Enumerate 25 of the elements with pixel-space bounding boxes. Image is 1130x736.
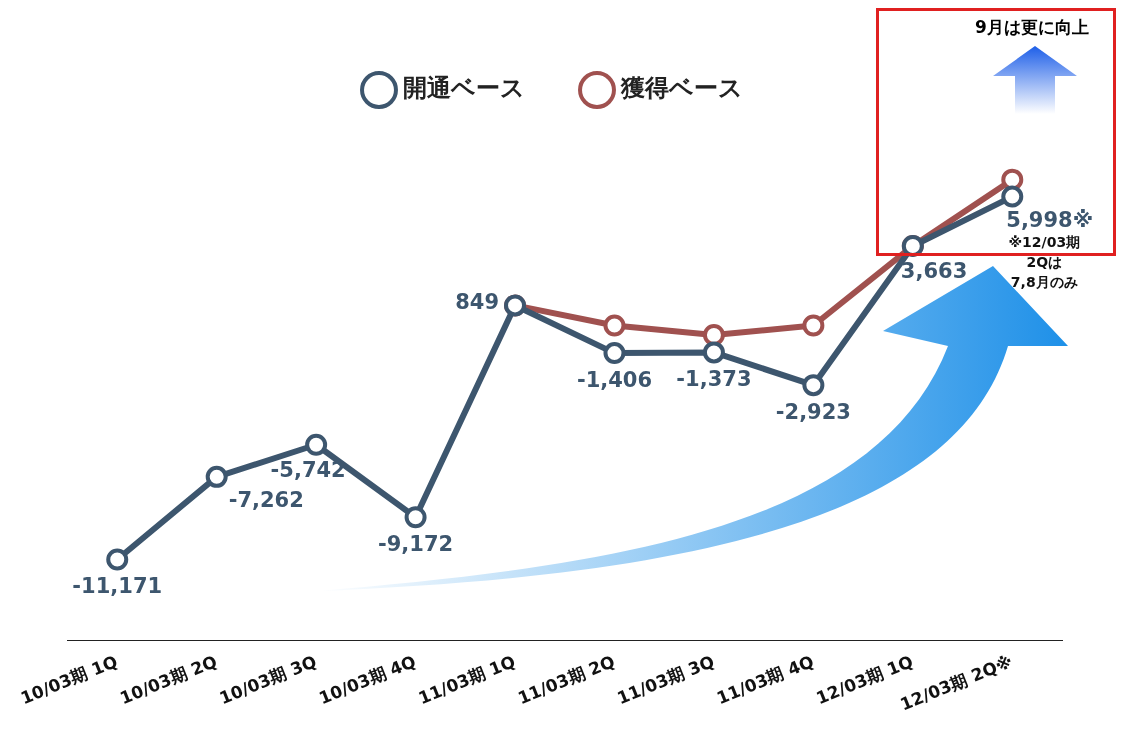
point — [106, 548, 129, 571]
point — [603, 314, 626, 337]
data-label: -2,923 — [775, 400, 851, 425]
data-label: -9,172 — [378, 532, 454, 557]
legend-label: 開通ベース — [403, 74, 525, 103]
point — [802, 314, 825, 337]
point — [603, 342, 626, 365]
point — [702, 341, 725, 364]
point — [702, 323, 725, 346]
data-label: 3,663 — [900, 258, 968, 283]
point — [205, 465, 228, 488]
point — [305, 433, 328, 456]
data-label: -7,262 — [228, 487, 304, 512]
data-label: 849 — [455, 290, 500, 315]
point — [1001, 168, 1024, 191]
data-label: 5,998※ — [1006, 207, 1094, 232]
data-label: -11,171 — [72, 574, 163, 599]
point — [404, 506, 427, 529]
data-label: -1,373 — [676, 367, 752, 392]
data-label: -1,406 — [576, 368, 653, 393]
annotation: ※12/03期 2Qは 7,8月のみ — [1008, 234, 1081, 291]
point — [1001, 185, 1024, 208]
legend-label: 獲得ベース — [620, 74, 743, 103]
point — [802, 374, 825, 397]
text: 9月は更に向上 — [974, 16, 1090, 39]
